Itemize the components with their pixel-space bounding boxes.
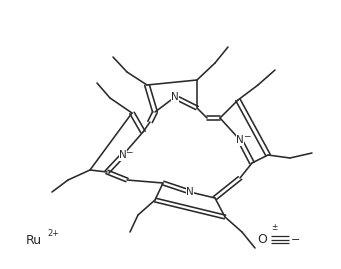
Text: O: O — [257, 233, 267, 246]
Text: N: N — [171, 92, 179, 102]
Text: N: N — [119, 150, 127, 160]
Text: ±: ± — [271, 224, 278, 232]
Text: N: N — [236, 135, 244, 145]
Text: −: − — [291, 235, 300, 245]
Text: −: − — [125, 147, 133, 156]
Text: −: − — [243, 132, 251, 140]
Text: Ru: Ru — [26, 234, 42, 247]
Text: 2+: 2+ — [48, 229, 60, 238]
Text: N: N — [186, 187, 194, 197]
